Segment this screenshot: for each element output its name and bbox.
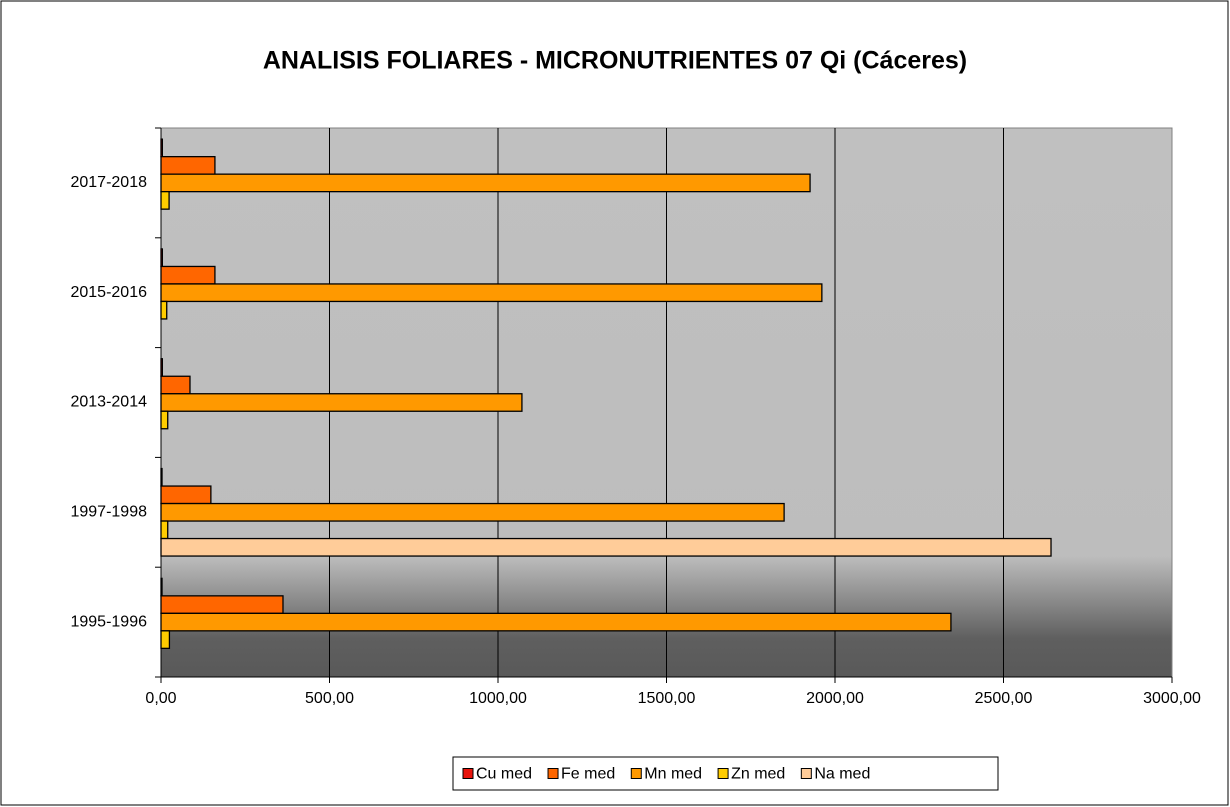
bar xyxy=(160,358,163,377)
bar xyxy=(160,300,168,320)
legend-label: Fe med xyxy=(561,766,615,783)
bar xyxy=(160,265,216,285)
y-tick-label: 2017-2018 xyxy=(70,174,147,191)
bar xyxy=(160,630,171,649)
bar xyxy=(160,190,170,210)
bar xyxy=(160,155,216,175)
y-tick-label: 1997-1998 xyxy=(70,504,147,521)
legend-label: Na med xyxy=(814,766,870,783)
y-tick-label: 1995-1996 xyxy=(70,613,147,630)
bar xyxy=(160,410,169,430)
bar xyxy=(160,248,163,268)
legend-swatch xyxy=(547,768,559,779)
legend-swatch xyxy=(630,768,642,779)
bar xyxy=(160,612,952,632)
bar xyxy=(160,393,523,412)
y-tick-label: 2013-2014 xyxy=(70,394,147,411)
x-tick-label: 2500,00 xyxy=(975,690,1033,707)
x-tick-label: 0,00 xyxy=(145,690,176,707)
legend-swatch xyxy=(462,768,474,779)
bar xyxy=(160,467,163,487)
bar xyxy=(160,375,191,395)
chart-title: ANALISIS FOLIARES - MICRONUTRIENTES 07 Q… xyxy=(263,47,967,75)
x-tick-label: 1000,00 xyxy=(469,690,527,707)
bar xyxy=(160,283,823,303)
bar xyxy=(160,595,284,614)
bar xyxy=(160,138,163,158)
bar xyxy=(160,502,785,522)
bar xyxy=(160,520,169,540)
legend-label: Mn med xyxy=(644,766,702,783)
bar xyxy=(160,485,212,505)
legend-swatch xyxy=(800,768,812,779)
y-tick-label: 2015-2016 xyxy=(70,284,147,301)
bar xyxy=(160,577,163,597)
bar xyxy=(160,537,1052,557)
legend-label: Zn med xyxy=(731,766,785,783)
x-tick-label: 1500,00 xyxy=(638,690,696,707)
legend-label: Cu med xyxy=(476,766,532,783)
x-tick-label: 500,00 xyxy=(305,690,354,707)
x-tick-label: 3000,00 xyxy=(1143,690,1201,707)
bar xyxy=(160,173,811,193)
legend-swatch xyxy=(717,768,729,779)
x-tick-label: 2000,00 xyxy=(806,690,864,707)
